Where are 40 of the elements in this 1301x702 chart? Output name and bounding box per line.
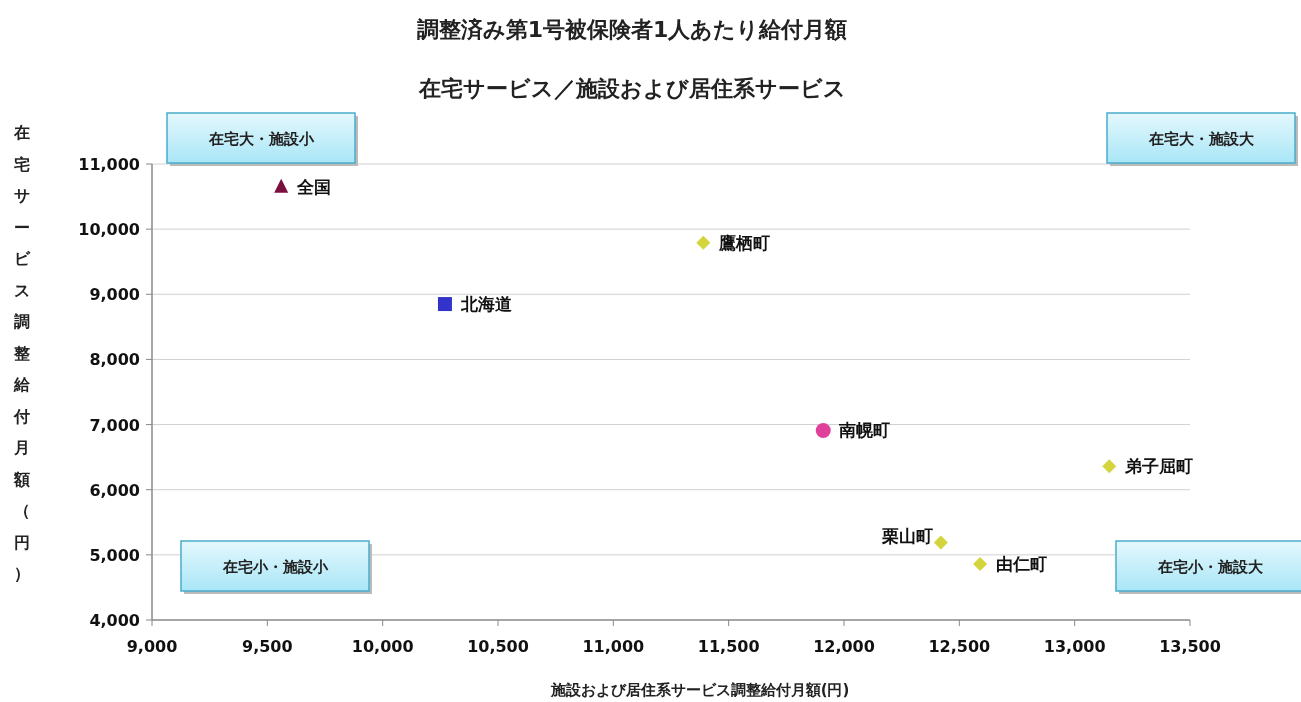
x-tick-label: 13,000 [1043, 637, 1106, 656]
x-tick-label: 11,000 [582, 637, 645, 656]
series-label: 北海道 [459, 294, 512, 315]
y-tick-label: 8,000 [89, 350, 140, 370]
series-label: 栗山町 [880, 526, 933, 547]
chart-title: 調整済み第1号被保険者1人あたり給付月額 [416, 17, 848, 42]
x-tick-label: 9,500 [242, 637, 293, 656]
annotation: 在宅小・施設大 [1156, 558, 1264, 576]
x-axis-title: 施設および居住系サービス調整給付月額(円) [549, 681, 850, 699]
series-label: 弟子屈町 [1124, 456, 1194, 477]
y-tick-label: 7,000 [89, 415, 140, 435]
y-tick-label: 9,000 [89, 285, 140, 305]
point [274, 178, 289, 193]
x-tick-label: 13,500 [1159, 637, 1221, 656]
y-tick-label: 5,000 [89, 545, 140, 565]
x-tick-label: 9,000 [126, 637, 178, 656]
x-tick-label: 12,500 [928, 637, 991, 656]
text: 在宅大・施設小 [207, 130, 315, 148]
text: 在宅サービス調整給付月額（円） [14, 123, 30, 583]
point [696, 235, 711, 250]
point [1102, 459, 1117, 474]
x-tick-label: 10,000 [351, 637, 414, 656]
point [973, 556, 988, 571]
series-label: 鷹栖町 [718, 232, 771, 253]
x-tick-label: 12,000 [813, 637, 875, 656]
series-label: 由仁町 [996, 553, 1048, 574]
series-label: 南幌町 [838, 420, 891, 441]
text: 在宅大・施設大 [1147, 130, 1255, 148]
y-tick-label: 10,000 [78, 220, 140, 240]
series-label: 全国 [296, 176, 332, 197]
x-tick-label: 10,500 [467, 637, 529, 656]
point [437, 297, 452, 312]
x-tick-label: 11,500 [697, 637, 760, 656]
y-tick-label: 4,000 [89, 611, 140, 630]
annotation: 在宅小・施設小 [221, 558, 329, 576]
point [933, 535, 948, 550]
chart-subtitle: 在宅サービス／施設および居住系サービス [417, 76, 846, 101]
point [815, 422, 831, 438]
y-tick-label: 11,000 [78, 155, 140, 174]
y-tick-label: 6,000 [89, 480, 140, 500]
